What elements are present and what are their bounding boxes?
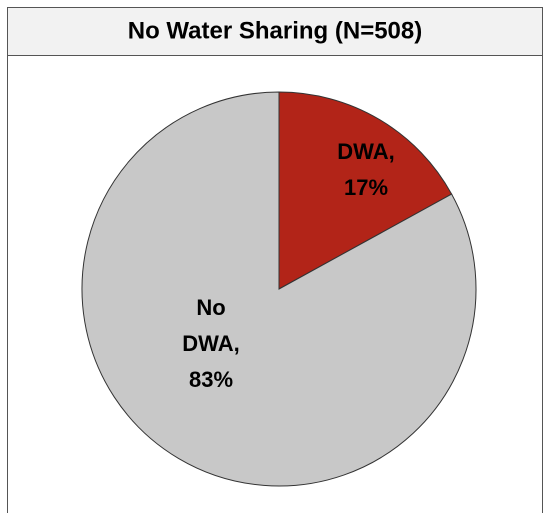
data-label: DWA, 17% bbox=[337, 139, 394, 200]
pie-slice bbox=[81, 91, 477, 487]
data-label: No DWA, 83% bbox=[182, 295, 239, 392]
title-bar bbox=[7, 7, 543, 56]
chart-title: No Water Sharing (N=508) bbox=[128, 17, 423, 44]
pie-slice bbox=[278, 91, 453, 290]
